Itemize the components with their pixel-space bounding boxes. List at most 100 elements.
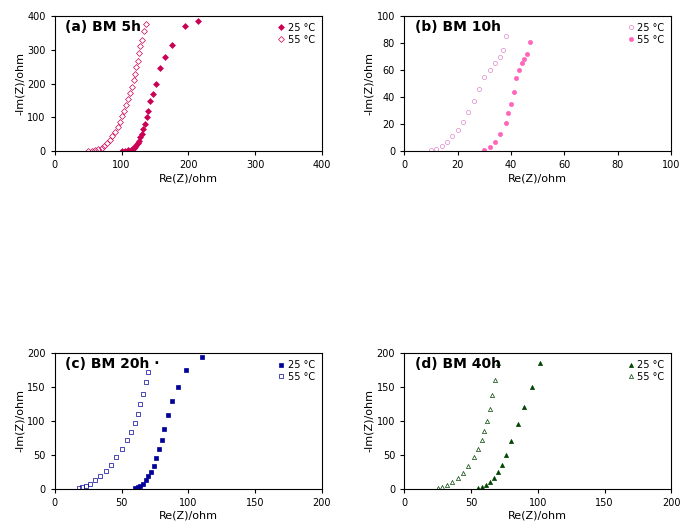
55 °C — [480, 147, 488, 153]
25 °C — [501, 451, 510, 458]
Y-axis label: -Im(Z)/ohm: -Im(Z)/ohm — [364, 52, 374, 115]
25 °C — [459, 118, 467, 125]
25 °C — [131, 143, 139, 150]
55 °C — [107, 461, 115, 468]
55 °C — [515, 67, 523, 73]
55 °C — [94, 146, 102, 152]
25 °C — [121, 148, 129, 154]
Legend: 25 °C, 55 °C: 25 °C, 55 °C — [625, 358, 667, 384]
Y-axis label: -Im(Z)/ohm: -Im(Z)/ohm — [14, 52, 25, 115]
55 °C — [127, 429, 135, 435]
25 °C — [127, 146, 136, 152]
Text: (a) BM 5h: (a) BM 5h — [66, 20, 142, 34]
25 °C — [147, 468, 155, 475]
25 °C — [195, 18, 203, 24]
25 °C — [475, 86, 483, 92]
55 °C — [131, 419, 139, 426]
55 °C — [127, 84, 136, 90]
55 °C — [90, 147, 99, 153]
25 °C — [493, 469, 501, 475]
25 °C — [536, 360, 545, 366]
25 °C — [136, 134, 145, 140]
Text: (c) BM 20h ·: (c) BM 20h · — [66, 357, 160, 371]
55 °C — [123, 437, 131, 443]
55 °C — [493, 360, 501, 366]
55 °C — [144, 369, 152, 375]
55 °C — [111, 129, 119, 135]
55 °C — [132, 64, 140, 71]
Text: (b) BM 10h: (b) BM 10h — [415, 20, 501, 34]
55 °C — [121, 101, 129, 108]
55 °C — [131, 71, 139, 78]
55 °C — [139, 391, 147, 397]
25 °C — [480, 74, 488, 80]
55 °C — [84, 148, 92, 154]
55 °C — [507, 101, 515, 107]
25 °C — [473, 485, 482, 491]
25 °C — [161, 53, 169, 59]
55 °C — [123, 96, 132, 102]
55 °C — [491, 377, 499, 383]
25 °C — [142, 477, 150, 484]
Line: 55 °C: 55 °C — [77, 370, 151, 490]
55 °C — [125, 90, 134, 96]
55 °C — [464, 463, 473, 469]
25 °C — [453, 126, 462, 133]
25 °C — [136, 483, 145, 489]
55 °C — [483, 417, 491, 424]
55 °C — [108, 133, 116, 140]
25 °C — [118, 148, 126, 154]
55 °C — [118, 113, 126, 119]
25 °C — [427, 147, 435, 153]
X-axis label: Re(Z)/ohm: Re(Z)/ohm — [159, 510, 218, 520]
55 °C — [136, 43, 145, 49]
25 °C — [486, 479, 494, 486]
55 °C — [488, 392, 497, 398]
55 °C — [473, 446, 482, 452]
25 °C — [139, 481, 147, 487]
25 °C — [139, 126, 147, 133]
55 °C — [119, 107, 127, 114]
55 °C — [521, 56, 529, 63]
55 °C — [103, 140, 111, 147]
55 °C — [129, 77, 138, 83]
25 °C — [443, 139, 451, 145]
55 °C — [100, 142, 108, 149]
55 °C — [486, 144, 494, 150]
55 °C — [97, 144, 105, 151]
55 °C — [438, 484, 446, 490]
Y-axis label: -Im(Z)/ohm: -Im(Z)/ohm — [14, 389, 25, 452]
55 °C — [491, 139, 499, 145]
Line: 55 °C: 55 °C — [482, 40, 532, 152]
25 °C — [152, 455, 160, 461]
55 °C — [496, 131, 504, 137]
25 °C — [464, 109, 473, 115]
55 °C — [90, 477, 99, 484]
25 °C — [499, 47, 507, 53]
55 °C — [504, 110, 512, 117]
55 °C — [116, 118, 124, 125]
25 °C — [432, 145, 440, 152]
25 °C — [182, 367, 190, 373]
55 °C — [88, 148, 96, 154]
55 °C — [138, 37, 146, 43]
55 °C — [134, 411, 142, 417]
55 °C — [453, 475, 462, 482]
25 °C — [131, 485, 139, 491]
25 °C — [146, 98, 154, 105]
X-axis label: Re(Z)/ohm: Re(Z)/ohm — [508, 173, 567, 183]
55 °C — [459, 470, 467, 476]
25 °C — [501, 33, 510, 39]
Legend: 25 °C, 55 °C: 25 °C, 55 °C — [625, 21, 667, 47]
55 °C — [75, 485, 83, 491]
Line: 25 °C: 25 °C — [119, 19, 201, 153]
55 °C — [518, 60, 526, 66]
25 °C — [129, 145, 138, 151]
55 °C — [101, 468, 110, 474]
25 °C — [149, 463, 158, 469]
25 °C — [158, 436, 166, 443]
25 °C — [132, 142, 140, 148]
25 °C — [141, 121, 149, 127]
25 °C — [482, 482, 490, 489]
25 °C — [448, 133, 456, 140]
